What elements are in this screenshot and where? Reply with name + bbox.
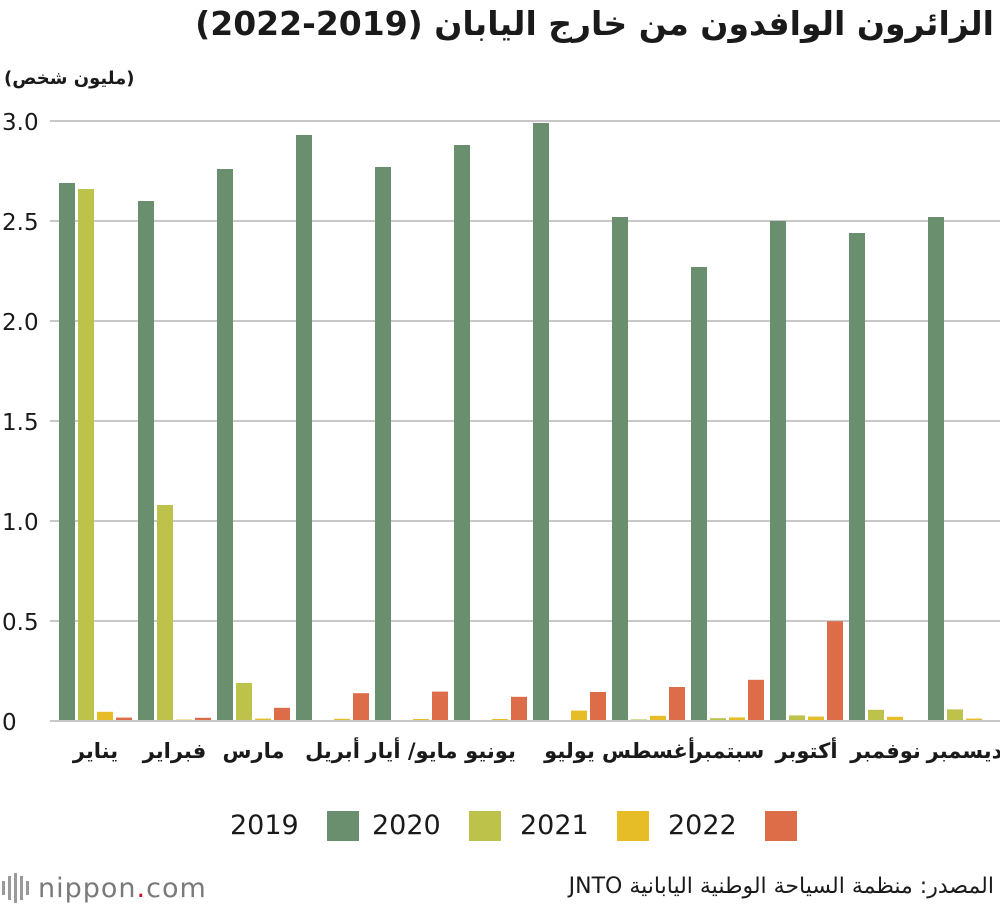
brand-suffix: com — [146, 872, 207, 904]
bar-2020-12 — [947, 709, 963, 721]
bar-2019-6 — [454, 145, 470, 721]
bar-chart: 0 0.5 1.0 1.5 2.0 2.5 3.0 يناير فبراير مارس أبريل م… — [2, 110, 1000, 763]
y-tick-label: 1.5 — [2, 410, 39, 436]
x-tick-label: فبراير — [142, 739, 207, 763]
x-tick-label: يونيو — [464, 739, 516, 763]
y-axis-unit-label: (مليون شخص) — [4, 68, 135, 89]
legend-item-2020: 2020 — [372, 806, 501, 846]
brand-dot: . — [136, 872, 147, 904]
bar-2019-7 — [533, 123, 549, 721]
x-tick-label: مارس — [223, 739, 285, 763]
x-tick-label: ديسمبر — [926, 739, 1000, 763]
bar-2019-12 — [928, 217, 944, 721]
legend-item-2019: 2019 — [230, 806, 359, 846]
y-tick-label: 3.0 — [2, 110, 39, 136]
brand-name: nippon — [38, 872, 137, 904]
bar-2021-4 — [334, 718, 350, 721]
bar-2021-8 — [650, 715, 666, 721]
bar-2021-3 — [255, 718, 271, 721]
bar-2022-4 — [353, 693, 369, 721]
bar-2020-3 — [236, 683, 252, 721]
bar-2021-12 — [966, 718, 982, 721]
x-tick-label: مايو/ أيار — [365, 736, 458, 763]
bar-2022-6 — [511, 696, 527, 721]
legend-swatch-2021 — [616, 811, 649, 841]
y-tick-label: 2.0 — [2, 310, 39, 336]
bar-2019-3 — [217, 169, 233, 721]
legend-swatch-2022 — [764, 811, 797, 841]
bar-2020-1 — [78, 189, 94, 721]
x-tick-label: نوفمبر — [849, 739, 921, 763]
bar-2019-2 — [138, 201, 154, 721]
x-tick-label: يوليو — [543, 739, 595, 763]
bar-2019-5 — [375, 167, 391, 721]
legend-label-2019: 2019 — [230, 810, 299, 841]
nippon-logo[interactable]: nippon.com — [0, 866, 207, 910]
bar-2019-8 — [612, 217, 628, 721]
bar-2022-3 — [274, 707, 290, 721]
bar-2022-9 — [748, 679, 764, 721]
y-tick-label: 0 — [2, 710, 17, 736]
bar-2021-1 — [97, 711, 113, 721]
legend-label-2021: 2021 — [520, 810, 589, 841]
bar-2020-2 — [157, 505, 173, 721]
bar-2019-9 — [691, 267, 707, 721]
bar-2020-11 — [868, 709, 884, 721]
nippon-mark-icon — [2, 873, 29, 903]
legend-label-2022: 2022 — [668, 810, 737, 841]
bar-2019-4 — [296, 135, 312, 721]
x-tick-label: يناير — [72, 739, 118, 763]
bar-2022-7 — [590, 692, 606, 721]
y-tick-label: 1.0 — [2, 510, 39, 536]
bar-2019-11 — [849, 233, 865, 721]
bar-2022-10 — [827, 621, 843, 721]
x-tick-label: سبتمبر — [690, 739, 765, 763]
x-tick-label: أبريل — [305, 736, 360, 763]
bar-2022-2 — [195, 717, 211, 721]
bar-2021-9 — [729, 717, 745, 721]
nippon-wordmark: nippon.com — [38, 873, 207, 904]
bar-2021-7 — [571, 710, 587, 721]
legend-label-2020: 2020 — [372, 810, 441, 841]
chart-title: الزائرون الوافدون من خارج اليابان (2019-… — [195, 4, 994, 43]
x-tick-label: أغسطس — [602, 736, 695, 763]
legend-item-2022: 2022 — [668, 806, 797, 846]
legend-swatch-2020 — [468, 811, 501, 841]
bar-2022-8 — [669, 687, 685, 721]
bar-2021-10 — [808, 716, 824, 721]
legend: 2019 2020 2021 2022 — [0, 806, 1000, 846]
bar-2020-9 — [710, 718, 726, 721]
bar-2022-5 — [432, 691, 448, 721]
bar-2020-10 — [789, 715, 805, 721]
bar-2019-1 — [59, 183, 75, 721]
y-tick-label: 2.5 — [2, 210, 39, 236]
source-note: المصدر: منظمة السياحة الوطنية اليابانية … — [568, 874, 994, 899]
bar-2021-11 — [887, 716, 903, 721]
x-tick-label: أكتوبر — [774, 736, 837, 763]
legend-swatch-2019 — [326, 811, 359, 841]
y-tick-label: 0.5 — [2, 610, 39, 636]
legend-item-2021: 2021 — [520, 806, 649, 846]
bar-2019-10 — [770, 221, 786, 721]
bar-2022-1 — [116, 717, 132, 721]
